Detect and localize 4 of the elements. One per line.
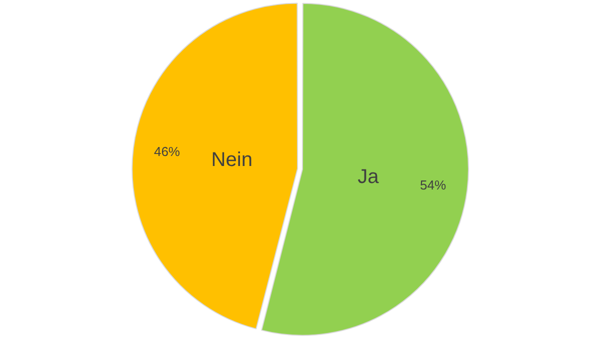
data-label: 46% bbox=[154, 144, 180, 159]
slice-label: Ja bbox=[358, 166, 380, 188]
slice-label: Nein bbox=[211, 148, 252, 171]
data-label: 54% bbox=[420, 177, 446, 192]
